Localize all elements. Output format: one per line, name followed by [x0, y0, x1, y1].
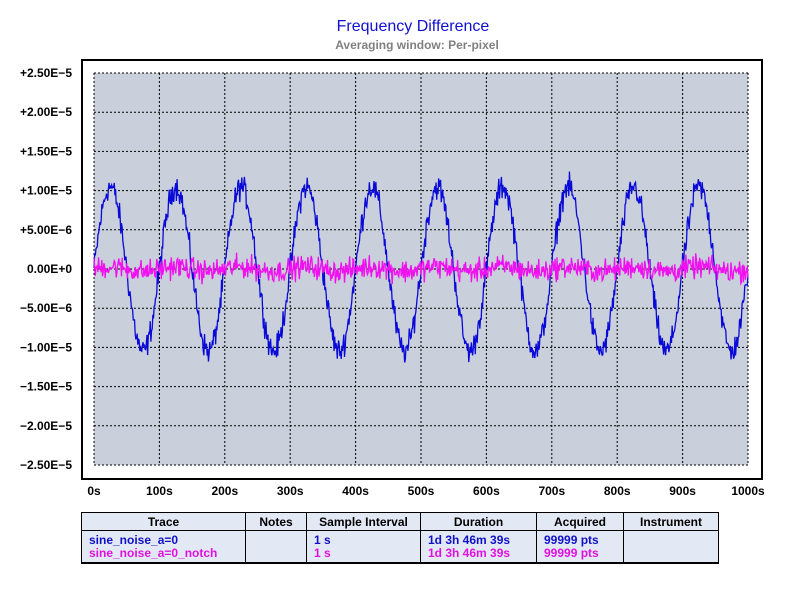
- x-tick-label: 500s: [408, 484, 435, 498]
- x-tick-label: 0s: [87, 484, 101, 498]
- x-tick-label: 900s: [669, 484, 696, 498]
- y-tick-label: −5.00E−6: [20, 301, 72, 315]
- x-tick-label: 400s: [342, 484, 369, 498]
- trace-duration: 1d 3h 46m 39s: [420, 547, 537, 564]
- y-tick-label: −1.00E−5: [20, 340, 72, 354]
- y-axis-ticks: +2.50E−5 +2.00E−5 +1.50E−5 +1.00E−5 +5.00E−6…: [20, 66, 72, 472]
- y-tick-label: −2.00E−5: [20, 419, 72, 433]
- trace-acquired: 99999 pts: [536, 530, 624, 547]
- y-tick-label: −2.50E−5: [20, 458, 72, 472]
- col-header-trace[interactable]: Trace: [81, 512, 246, 531]
- table-row[interactable]: sine_noise_a=0_notch 1 s 1d 3h 46m 39s 9…: [81, 547, 719, 564]
- trace-acquired: 99999 pts: [536, 547, 624, 564]
- trace-sample-interval: 1 s: [306, 530, 421, 547]
- table-header-row: Trace Notes Sample Interval Duration Acq…: [81, 512, 719, 531]
- trace-instrument: [623, 530, 719, 547]
- chart-subtitle: Averaging window: Per-pixel: [335, 38, 499, 52]
- x-tick-label: 1000s: [731, 484, 765, 498]
- y-tick-label: +2.50E−5: [20, 66, 72, 80]
- col-header-acquired[interactable]: Acquired: [536, 512, 624, 531]
- y-tick-label: −1.50E−5: [20, 380, 72, 394]
- series-layer: [93, 171, 749, 363]
- col-header-instrument[interactable]: Instrument: [623, 512, 719, 531]
- col-header-sample-interval[interactable]: Sample Interval: [306, 512, 421, 531]
- y-tick-label: +5.00E−6: [20, 223, 72, 237]
- trace-table: Trace Notes Sample Interval Duration Acq…: [81, 512, 719, 564]
- x-tick-label: 100s: [146, 484, 173, 498]
- x-axis-ticks: 0s 100s 200s 300s 400s 500s 600s 700s 800s 900s 10…: [87, 484, 765, 498]
- y-tick-label: +1.00E−5: [20, 184, 72, 198]
- trace-notes: [245, 530, 307, 547]
- table-row[interactable]: sine_noise_a=0 1 s 1d 3h 46m 39s 99999 p…: [81, 530, 719, 547]
- y-tick-label: +2.00E−5: [20, 105, 72, 119]
- y-tick-label: +1.50E−5: [20, 144, 72, 158]
- trace-name: sine_noise_a=0_notch: [81, 547, 246, 564]
- x-tick-label: 700s: [538, 484, 565, 498]
- x-tick-label: 600s: [473, 484, 500, 498]
- x-tick-label: 800s: [604, 484, 631, 498]
- y-tick-label: 0.00E+0: [27, 262, 72, 276]
- trace-duration: 1d 3h 46m 39s: [420, 530, 537, 547]
- trace-sample-interval: 1 s: [306, 547, 421, 564]
- series-line-2: [93, 252, 749, 286]
- chart-svg: +2.50E−5 +2.00E−5 +1.50E−5 +1.00E−5 +5.00E−6…: [20, 59, 765, 498]
- trace-name: sine_noise_a=0: [81, 530, 246, 547]
- col-header-notes[interactable]: Notes: [245, 512, 307, 531]
- col-header-duration[interactable]: Duration: [420, 512, 537, 531]
- x-tick-label: 200s: [211, 484, 238, 498]
- trace-notes: [245, 547, 307, 564]
- trace-instrument: [623, 547, 719, 564]
- x-tick-label: 300s: [277, 484, 304, 498]
- chart-title: Frequency Difference: [336, 18, 490, 35]
